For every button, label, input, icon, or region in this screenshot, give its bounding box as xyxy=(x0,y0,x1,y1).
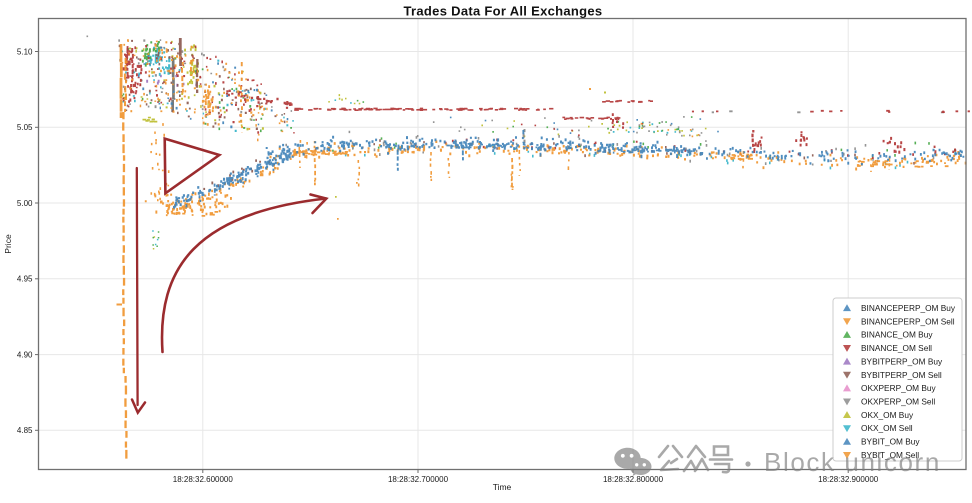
svg-text:18:28:32.600000: 18:28:32.600000 xyxy=(173,475,234,484)
svg-text:OKX_OM Buy: OKX_OM Buy xyxy=(861,410,914,420)
svg-text:BINANCEPERP_OM Sell: BINANCEPERP_OM Sell xyxy=(861,316,955,326)
svg-text:4.85: 4.85 xyxy=(17,426,33,435)
svg-text:BYBITPERP_OM Buy: BYBITPERP_OM Buy xyxy=(861,356,943,366)
svg-text:Block unicorn: Block unicorn xyxy=(764,447,941,477)
svg-text:BYBIT_OM Sell: BYBIT_OM Sell xyxy=(861,450,919,460)
svg-text:Price: Price xyxy=(3,234,13,254)
svg-text:OKXPERP_OM Buy: OKXPERP_OM Buy xyxy=(861,383,937,393)
svg-text:BYBIT_OM Buy: BYBIT_OM Buy xyxy=(861,437,920,447)
svg-text:BINANCEPERP_OM Buy: BINANCEPERP_OM Buy xyxy=(861,303,956,313)
svg-text:BINANCE_OM Sell: BINANCE_OM Sell xyxy=(861,343,932,353)
svg-text:5.05: 5.05 xyxy=(17,123,33,132)
svg-text:OKXPERP_OM Sell: OKXPERP_OM Sell xyxy=(861,396,935,406)
svg-text:OKX_OM Sell: OKX_OM Sell xyxy=(861,423,913,433)
svg-text:4.90: 4.90 xyxy=(17,350,33,359)
svg-text:BINANCE_OM Buy: BINANCE_OM Buy xyxy=(861,330,933,340)
svg-text:18:28:32.800000: 18:28:32.800000 xyxy=(603,475,664,484)
svg-text:18:28:32.900000: 18:28:32.900000 xyxy=(818,475,879,484)
svg-text:18:28:32.700000: 18:28:32.700000 xyxy=(388,475,449,484)
svg-text:Trades Data For All Exchanges: Trades Data For All Exchanges xyxy=(404,4,603,19)
svg-text:5.00: 5.00 xyxy=(17,199,33,208)
svg-text:BYBITPERP_OM Sell: BYBITPERP_OM Sell xyxy=(861,370,942,380)
svg-text:5.10: 5.10 xyxy=(17,47,33,56)
svg-text:4.95: 4.95 xyxy=(17,275,33,284)
svg-text:Time: Time xyxy=(493,482,512,492)
